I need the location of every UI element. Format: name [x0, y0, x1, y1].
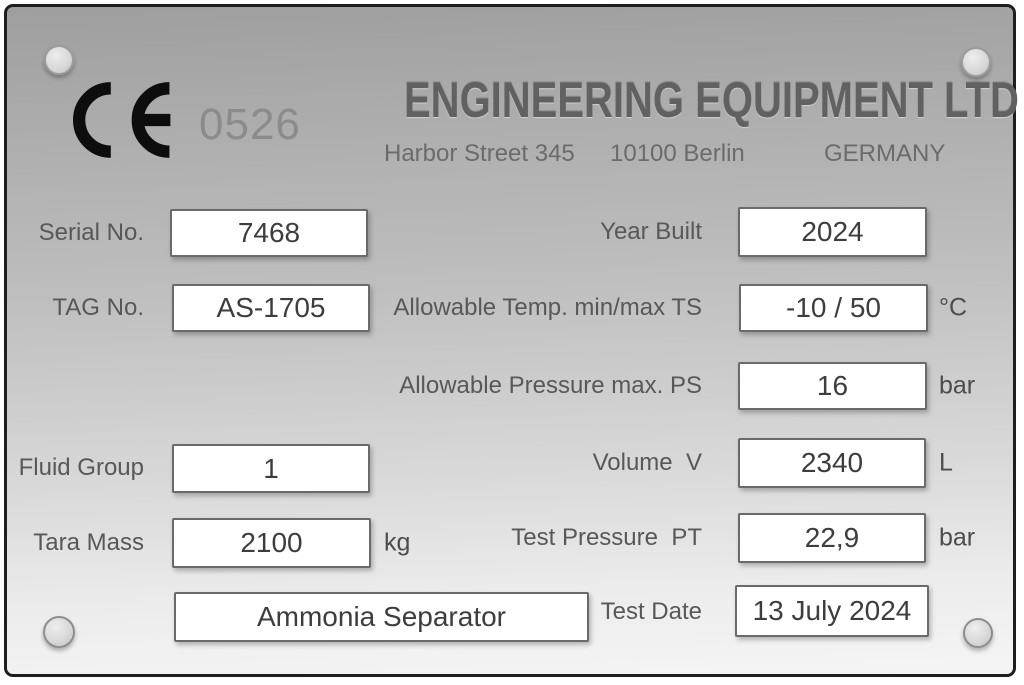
- equipment-nameplate: 0526 ENGINEERING EQUIPMENT LTD Harbor St…: [4, 4, 1019, 677]
- volume-unit: L: [939, 448, 953, 477]
- volume-box: 2340: [738, 438, 926, 488]
- serial-no-box: 7468: [170, 209, 368, 257]
- company-street: Harbor Street 345: [384, 140, 575, 167]
- company-city: 10100 Berlin: [610, 140, 745, 167]
- test-pressure-value: 22,9: [804, 522, 860, 553]
- allowable-temp-unit: °C: [939, 293, 968, 322]
- test-date-value: 13 July 2024: [752, 595, 912, 626]
- test-date-box: 13 July 2024: [735, 585, 929, 637]
- year-built-box: 2024: [738, 207, 927, 257]
- serial-no-label: Serial No.: [38, 219, 144, 246]
- fluid-group-box: 1: [172, 444, 370, 493]
- equipment-name-box: Ammonia Separator: [174, 592, 589, 642]
- year-built-label: Year Built: [600, 218, 702, 245]
- allowable-pressure-box: 16: [738, 362, 927, 410]
- volume-label: Volume V: [592, 449, 702, 476]
- allowable-temp-value: -10 / 50: [786, 292, 881, 323]
- fluid-group-label: Fluid Group: [18, 454, 144, 481]
- allowable-temp-label: Allowable Temp. min/max TS: [393, 294, 702, 321]
- company-country: GERMANY: [824, 140, 946, 167]
- company-name: ENGINEERING EQUIPMENT LTD: [404, 72, 1019, 128]
- test-pressure-unit: bar: [939, 523, 976, 552]
- equipment-name-value: Ammonia Separator: [256, 601, 506, 632]
- tag-no-box: AS-1705: [172, 284, 370, 332]
- test-pressure-box: 22,9: [738, 513, 926, 563]
- fluid-group-value: 1: [263, 452, 279, 484]
- tara-mass-unit: kg: [384, 528, 411, 557]
- test-pressure-label: Test Pressure PT: [511, 524, 702, 551]
- ce-mark-icon: [73, 81, 177, 159]
- tara-mass-box: 2100: [172, 518, 371, 568]
- notified-body-number: 0526: [199, 100, 301, 149]
- allowable-pressure-value: 16: [816, 370, 849, 401]
- tag-no-label: TAG No.: [52, 294, 144, 321]
- volume-value: 2340: [800, 447, 864, 478]
- tara-mass-label: Tara Mass: [33, 529, 144, 556]
- test-date-label: Test Date: [600, 598, 702, 625]
- allowable-pressure-label: Allowable Pressure max. PS: [399, 372, 702, 399]
- tag-no-value: AS-1705: [216, 292, 326, 323]
- screw-hole: [43, 616, 75, 648]
- serial-no-value: 7468: [237, 217, 301, 248]
- allowable-pressure-unit: bar: [939, 371, 976, 400]
- year-built-value: 2024: [801, 216, 864, 247]
- tara-mass-value: 2100: [240, 527, 303, 558]
- allowable-temp-box: -10 / 50: [739, 284, 928, 332]
- screw-hole: [961, 47, 991, 77]
- screw-hole: [44, 45, 74, 75]
- screw-hole: [963, 618, 993, 648]
